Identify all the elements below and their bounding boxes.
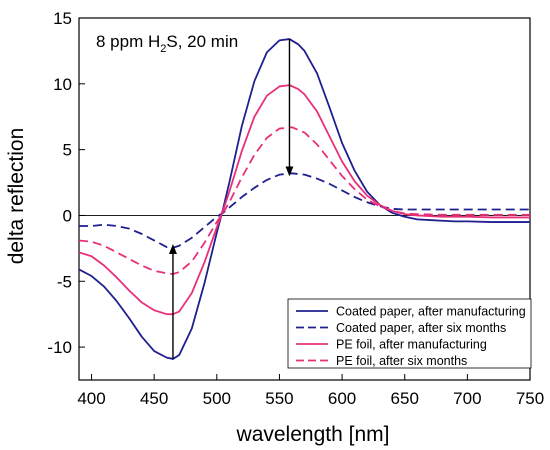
series-line-2 bbox=[79, 172, 530, 249]
x-tick-label: 550 bbox=[265, 389, 293, 408]
annotation-suffix: S, 20 min bbox=[166, 32, 238, 51]
series-line-3 bbox=[78, 84, 530, 316]
legend-box bbox=[287, 298, 532, 369]
series-layer bbox=[78, 38, 530, 360]
x-tick-label: 450 bbox=[140, 389, 168, 408]
x-tick-label: 700 bbox=[453, 389, 481, 408]
legend-label-2: Coated paper, after six months bbox=[336, 321, 506, 335]
plot-frame bbox=[78, 17, 531, 381]
x-tick-label: 600 bbox=[328, 389, 356, 408]
legend-label-1: Coated paper, after manufacturing bbox=[336, 305, 526, 319]
legend: Coated paper, after manufacturing Coated … bbox=[287, 298, 532, 369]
y-tick-label: 10 bbox=[53, 75, 72, 94]
legend-label-3: PE foil, after manufacturing bbox=[336, 338, 487, 352]
x-tick-label: 750 bbox=[516, 389, 544, 408]
y-axis-title: delta reflection bbox=[5, 128, 28, 265]
series-line-4 bbox=[78, 126, 530, 275]
y-tick-label: 15 bbox=[53, 9, 72, 28]
annotation-subscript: 2 bbox=[160, 43, 166, 55]
x-tick-label: 400 bbox=[77, 389, 105, 408]
legend-entries: Coated paper, after manufacturing Coated … bbox=[296, 305, 526, 368]
x-tick-label: 650 bbox=[391, 389, 419, 408]
tick-layer: 400 450 500 550 600 650 700 750 -10 -5 0 5 10 15 bbox=[47, 9, 544, 408]
chart-annotation: 8 ppm H2S, 20 min bbox=[96, 32, 238, 55]
y-tick-label: -10 bbox=[47, 338, 72, 357]
arrow-layer bbox=[168, 39, 294, 359]
y-tick-label: -5 bbox=[57, 272, 72, 291]
series-line-1 bbox=[78, 38, 530, 360]
x-tick-label: 500 bbox=[203, 389, 231, 408]
y-tick-label: 0 bbox=[63, 206, 72, 225]
y-tick-label: 5 bbox=[63, 141, 72, 160]
x-axis-title: wavelength [nm] bbox=[236, 423, 390, 446]
annotation-prefix: 8 ppm H bbox=[96, 32, 160, 51]
legend-label-4: PE foil, after six months bbox=[336, 354, 467, 368]
